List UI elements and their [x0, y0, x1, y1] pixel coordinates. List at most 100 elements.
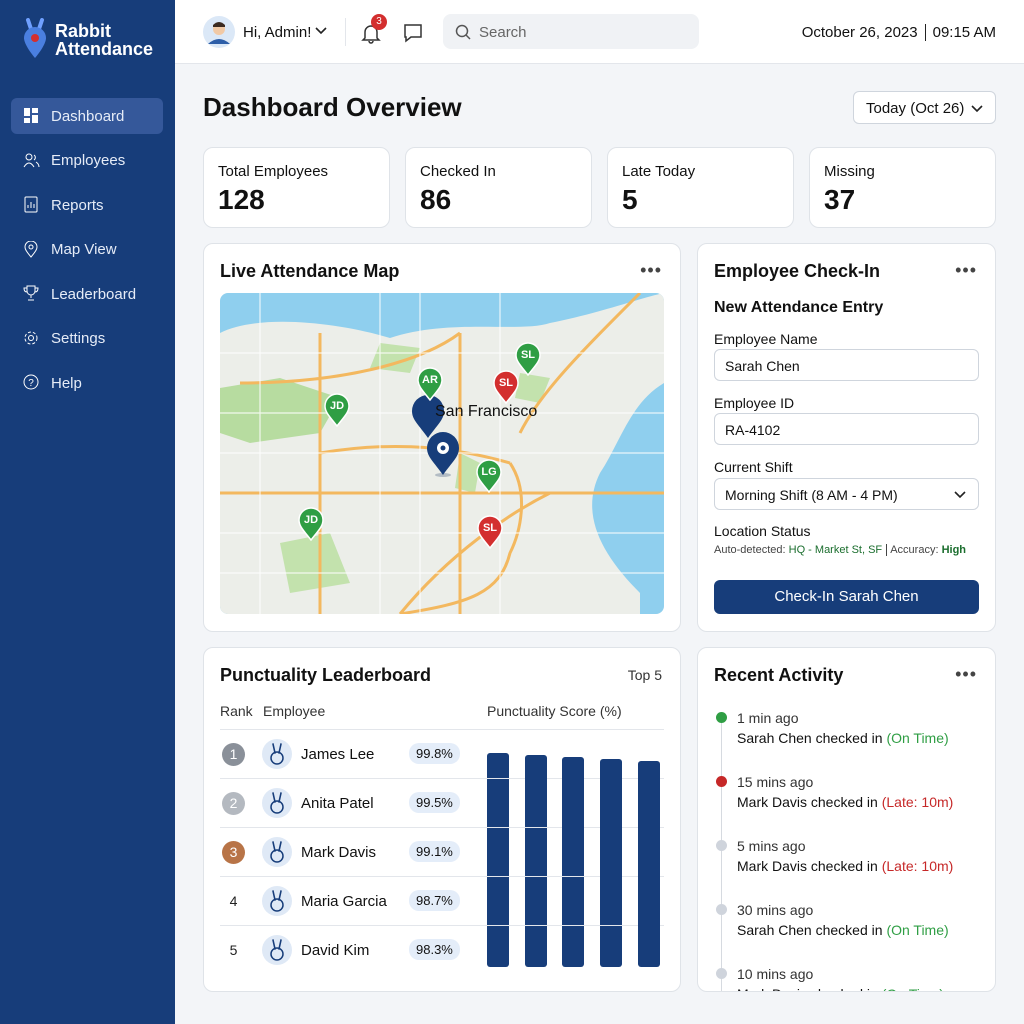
logo [24, 18, 46, 58]
map-marker[interactable]: JD [324, 393, 350, 427]
score-label: 99.8% [409, 743, 460, 764]
stat-label: Total Employees [218, 163, 329, 180]
map-base [220, 293, 664, 614]
more-button[interactable]: ••• [955, 664, 977, 684]
field-label: Employee ID [714, 395, 795, 411]
chat-icon[interactable] [402, 22, 424, 44]
top-bar: Hi, Admin! 3 Search October 26, 2023 09:1… [175, 0, 1024, 64]
timeline-line [721, 720, 722, 991]
date-filter[interactable]: Today (Oct 26) [853, 91, 996, 124]
marker-initials: LG [481, 466, 497, 478]
nav-icon [23, 285, 39, 301]
nav-label: Help [51, 374, 82, 392]
nav-icon [24, 331, 38, 344]
activity-text: Sarah Chen checked in (On Time) [737, 730, 949, 746]
avatar [262, 837, 292, 867]
activity-message: Sarah Chen checked in [737, 922, 883, 938]
score-bar [600, 758, 623, 967]
leaderboard-row: 2 Anita Patel 99.5% [220, 778, 664, 827]
activity-time: 15 mins ago [737, 774, 814, 790]
greeting[interactable]: Hi, Admin! [243, 24, 312, 41]
auto-value: HQ - Market St, SF [789, 544, 888, 556]
more-button[interactable]: ••• [955, 260, 977, 280]
brand: Rabbit Attendance [55, 22, 153, 58]
shift-value: Morning Shift (8 AM - 4 PM) [725, 487, 898, 503]
id-input[interactable]: RA-4102 [714, 413, 979, 445]
nav-item[interactable]: ? Help [11, 365, 163, 401]
nav-icon [24, 108, 38, 123]
stat-card: Late Today 5 [607, 147, 794, 228]
shift-select[interactable]: Morning Shift (8 AM - 4 PM) [714, 478, 979, 510]
nav-item[interactable]: Employees [11, 143, 163, 179]
column-header: Rank [220, 703, 253, 719]
search-box[interactable]: Search [443, 14, 699, 49]
panel-title: Employee Check-In [714, 261, 881, 281]
marker-initials: JD [303, 514, 319, 526]
avatar [203, 16, 235, 48]
employee-name: Mark Davis [301, 844, 377, 861]
column-header: Employee [263, 703, 326, 719]
map-marker[interactable]: SL [493, 370, 519, 404]
brand-line: Attendance [55, 39, 154, 59]
stat-label: Late Today [622, 163, 696, 180]
nav-icon [24, 196, 38, 213]
form-subtitle: New Attendance Entry [714, 299, 884, 316]
city-label: San Francisco [435, 403, 538, 420]
activity-time: 10 mins ago [737, 966, 814, 982]
panel-title: Live Attendance Map [220, 261, 400, 281]
nav-item[interactable]: Settings [11, 321, 163, 357]
leaderboard-row: 5 David Kim 98.3% [220, 925, 664, 974]
activity-text: Mark Davis checked in (Late: 10m) [737, 858, 953, 874]
employee-name: Anita Patel [301, 795, 374, 812]
activity-message: Mark Davis checked in [737, 986, 878, 991]
nav-item[interactable]: Reports [11, 187, 163, 223]
leaderboard-row: 4 Maria Garcia 98.7% [220, 876, 664, 925]
location-status: Auto-detected: HQ - Market St, SF Accura… [714, 544, 966, 556]
employee-name: James Lee [301, 746, 375, 763]
rank: 5 [229, 942, 238, 958]
activity-status: (Late: 10m) [881, 858, 954, 874]
map-marker[interactable]: LG [476, 459, 502, 493]
activity-text: Mark Davis checked in (Late: 10m) [737, 794, 953, 810]
activity-time: 1 min ago [737, 710, 799, 726]
map-marker[interactable]: JD [298, 507, 324, 541]
map-marker[interactable]: AR [417, 367, 443, 401]
stat-card: Missing 37 [809, 147, 996, 228]
rank: 4 [229, 893, 238, 909]
score-label: 99.5% [409, 792, 460, 813]
score-bar [562, 756, 585, 967]
score-label: 99.1% [409, 841, 460, 862]
map[interactable]: San Francisco SL SL AR JD LG JD SL [220, 293, 664, 614]
panel-title: Punctuality Leaderboard [220, 665, 432, 685]
nav-item[interactable]: Map View [11, 232, 163, 268]
nav-label: Settings [51, 330, 106, 347]
nav-item[interactable]: Dashboard [11, 98, 163, 134]
sidebar: Rabbit Attendance Dashboard Employees Repor… [0, 0, 175, 1024]
chevron [315, 27, 327, 35]
name-input[interactable]: Sarah Chen [714, 349, 979, 381]
activity-text: Mark Davis checked in (On Time) [737, 986, 944, 991]
more-button[interactable]: ••• [640, 260, 662, 280]
rank: 1 [222, 743, 245, 766]
map-marker[interactable]: SL [477, 515, 503, 549]
nav-icon [23, 153, 40, 167]
stat-value: 37 [824, 184, 856, 215]
leaderboard-filter[interactable]: Top 5 [627, 667, 662, 683]
nav-icon [24, 240, 38, 258]
column-header: Punctuality Score (%) [487, 703, 622, 719]
nav-item[interactable]: Leaderboard [11, 276, 163, 312]
auto-label: Auto-detected: [714, 544, 786, 556]
marker-initials: SL [482, 522, 498, 534]
page-title: Dashboard Overview [203, 92, 462, 122]
timeline-dot [716, 840, 727, 851]
leaderboard-row: 3 Mark Davis 99.1% [220, 827, 664, 876]
stat-card: Total Employees 128 [203, 147, 390, 228]
nav-icon: ? [23, 374, 39, 390]
nav-label: Map View [51, 241, 117, 258]
stat-value: 128 [218, 184, 265, 215]
search-placeholder: Search [479, 24, 527, 41]
checkin-button[interactable]: Check-In Sarah Chen [714, 580, 979, 614]
map-marker[interactable]: SL [515, 342, 541, 376]
activity-status: (On Time) [886, 730, 949, 746]
